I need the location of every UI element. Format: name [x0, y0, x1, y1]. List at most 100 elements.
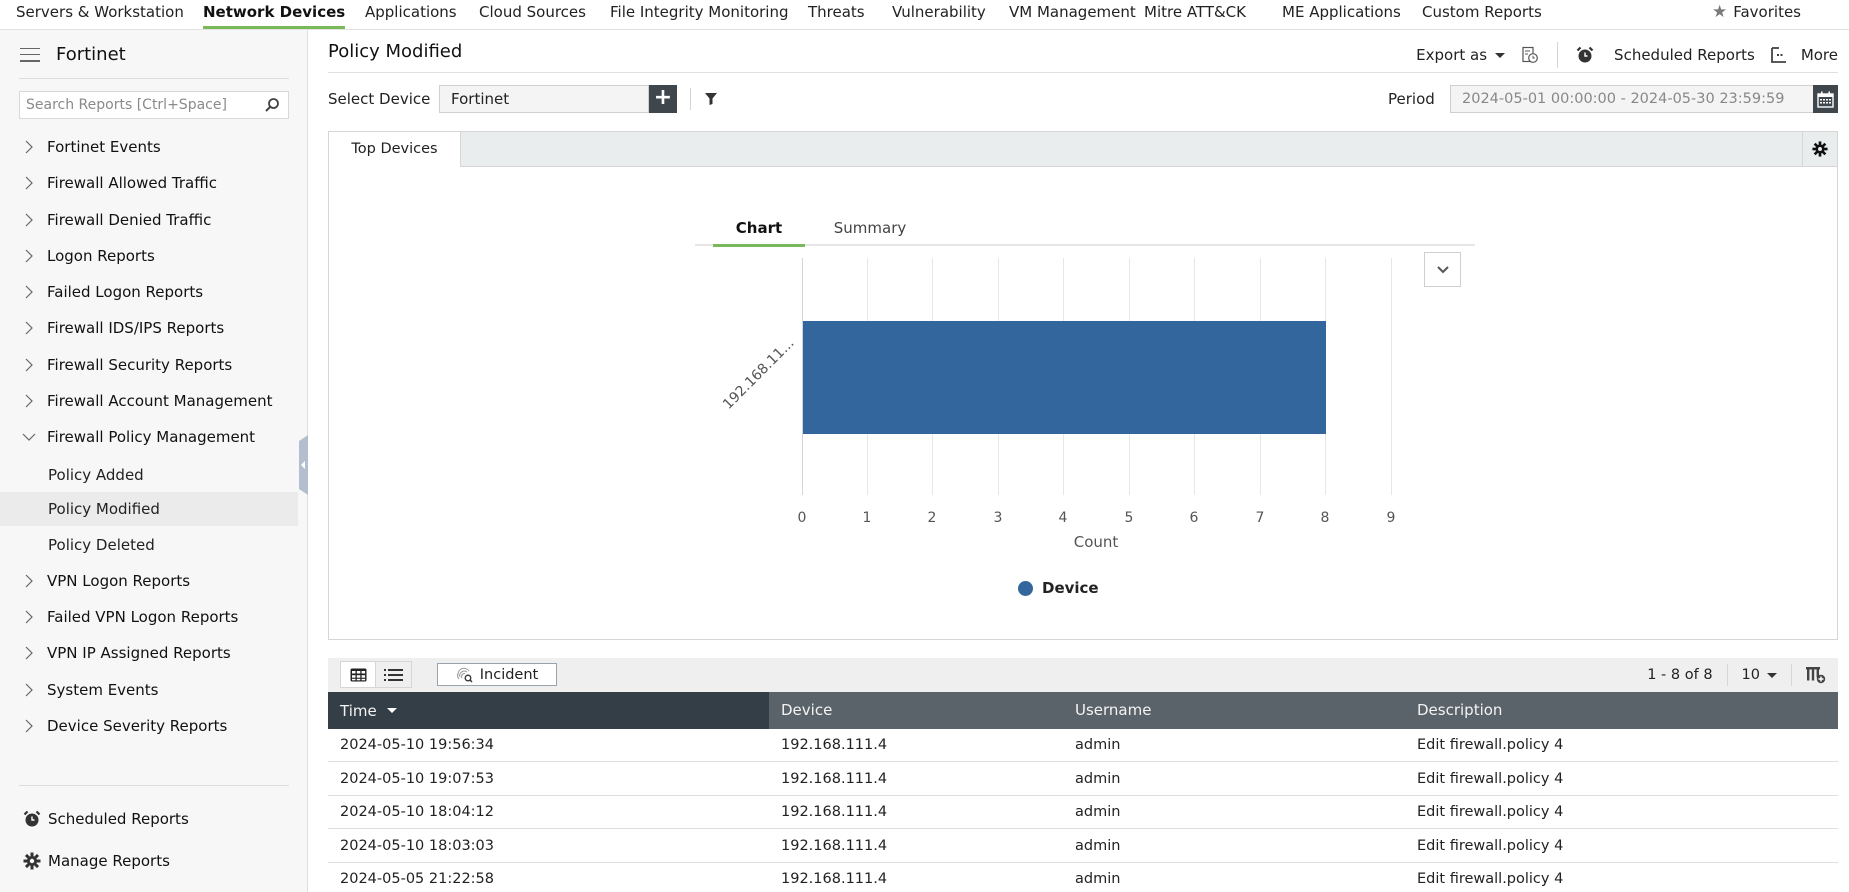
cell-device: 192.168.111.4 [781, 871, 888, 887]
add-device-button[interactable]: + [649, 85, 677, 113]
cell-username: admin [1075, 838, 1121, 854]
table-row[interactable]: 2024-05-10 19:56:34 192.168.111.4 admin … [328, 729, 1838, 762]
x-tick-label: 3 [993, 510, 1003, 526]
cell-description: Edit firewall.policy 4 [1417, 804, 1564, 820]
incident-button[interactable]: Incident [437, 663, 557, 686]
sidebar: Fortinet Fortinet Events Firewall Allowe… [0, 30, 308, 892]
manage-reports-label: Manage Reports [48, 852, 170, 870]
panel-tab-bar: Top Devices [329, 132, 1837, 167]
chevron-right-icon [25, 610, 33, 624]
tab-applications[interactable]: Applications [365, 3, 457, 21]
tab-vulnerability[interactable]: Vulnerability [892, 3, 986, 21]
cell-time: 2024-05-10 19:07:53 [340, 771, 494, 787]
pagination: 1 - 8 of 8 10 [1647, 658, 1838, 692]
chevron-right-icon [25, 394, 33, 408]
tab-servers-workstation[interactable]: Servers & Workstation [16, 3, 184, 21]
cell-time: 2024-05-10 19:56:34 [340, 737, 494, 753]
x-axis-title: Count [1073, 533, 1119, 551]
table-row[interactable]: 2024-05-10 18:03:03 192.168.111.4 admin … [328, 830, 1838, 863]
search-icon[interactable] [264, 97, 280, 113]
tab-summary[interactable]: Summary [833, 219, 907, 237]
column-header-time[interactable]: Time [328, 692, 769, 729]
select-device-field[interactable]: Fortinet [439, 85, 649, 113]
sidebar-scheduled-reports[interactable]: Scheduled Reports [0, 804, 298, 834]
period-input[interactable]: 2024-05-01 00:00:00 - 2024-05-30 23:59:5… [1450, 85, 1814, 113]
favorites-label: Favorites [1733, 3, 1801, 21]
export-as-label: Export as [1416, 46, 1488, 64]
more-menu-icon [1770, 47, 1786, 63]
column-header-description[interactable]: Description [1417, 701, 1503, 719]
sidebar-item-label: VPN IP Assigned Reports [47, 644, 231, 662]
calendar-button[interactable] [1813, 85, 1838, 113]
panel-settings-button[interactable] [1802, 132, 1837, 166]
tab-mitre-attack[interactable]: Mitre ATT&CK [1144, 3, 1246, 21]
sidebar-item-logon-reports[interactable]: Logon Reports [0, 239, 298, 273]
sidebar-item-firewall-security-reports[interactable]: Firewall Security Reports [0, 348, 298, 382]
x-tick-label: 8 [1320, 510, 1330, 526]
plus-icon: + [653, 85, 673, 110]
sidebar-item-device-severity-reports[interactable]: Device Severity Reports [0, 709, 298, 743]
chart-view-tabs: Chart Summary [695, 214, 1475, 247]
chart-options-dropdown[interactable] [1424, 252, 1461, 287]
table-row[interactable]: 2024-05-10 19:07:53 192.168.111.4 admin … [328, 763, 1838, 796]
cell-device: 192.168.111.4 [781, 804, 888, 820]
x-tick-label: 9 [1386, 510, 1396, 526]
table-row[interactable]: 2024-05-10 18:04:12 192.168.111.4 admin … [328, 796, 1838, 829]
tab-vm-management[interactable]: VM Management [1009, 3, 1136, 21]
cell-time: 2024-05-10 18:03:03 [340, 838, 494, 854]
sidebar-item-failed-vpn-logon-reports[interactable]: Failed VPN Logon Reports [0, 600, 298, 634]
add-column-icon[interactable] [1806, 666, 1826, 684]
table-row[interactable]: 2024-05-05 21:22:58 192.168.111.4 admin … [328, 863, 1838, 892]
filter-icon[interactable] [705, 93, 717, 105]
sidebar-item-vpn-logon-reports[interactable]: VPN Logon Reports [0, 564, 298, 598]
page-title: Policy Modified [328, 41, 463, 62]
page-size-dropdown[interactable]: 10 [1742, 667, 1777, 683]
chevron-right-icon [25, 574, 33, 588]
column-header-username[interactable]: Username [1075, 701, 1152, 719]
sidebar-title: Fortinet [56, 44, 126, 65]
tab-threats[interactable]: Threats [808, 3, 865, 21]
more-button[interactable]: More [1770, 46, 1838, 64]
tab-cloud-sources[interactable]: Cloud Sources [479, 3, 586, 21]
tab-custom-reports[interactable]: Custom Reports [1422, 3, 1542, 21]
sidebar-item-firewall-policy-management[interactable]: Firewall Policy Management [0, 420, 298, 454]
sidebar-item-firewall-account-management[interactable]: Firewall Account Management [0, 384, 298, 418]
calendar-icon [1817, 91, 1834, 108]
tab-file-integrity-monitoring[interactable]: File Integrity Monitoring [610, 3, 789, 21]
sidebar-manage-reports[interactable]: Manage Reports [0, 846, 298, 876]
sidebar-item-label: Policy Added [48, 466, 144, 484]
sidebar-subitem-policy-added[interactable]: Policy Added [0, 458, 298, 492]
chevron-right-icon [25, 285, 33, 299]
grid-view-button[interactable] [341, 662, 377, 687]
x-tick-label: 2 [927, 510, 937, 526]
sidebar-subitem-policy-deleted[interactable]: Policy Deleted [0, 528, 298, 562]
favorites-button[interactable]: ★ Favorites [1712, 2, 1801, 22]
sidebar-item-firewall-denied-traffic[interactable]: Firewall Denied Traffic [0, 203, 298, 237]
sidebar-item-firewall-ids-ips-reports[interactable]: Firewall IDS/IPS Reports [0, 311, 298, 345]
export-as-button[interactable]: Export as [1416, 46, 1506, 64]
sidebar-subitem-policy-modified[interactable]: Policy Modified [0, 492, 298, 526]
bar-device[interactable] [803, 321, 1327, 434]
sidebar-item-firewall-allowed-traffic[interactable]: Firewall Allowed Traffic [0, 166, 298, 200]
chart-legend-device[interactable]: Device [1018, 579, 1099, 597]
tab-network-devices[interactable]: Network Devices [203, 3, 346, 29]
sidebar-item-fortinet-events[interactable]: Fortinet Events [0, 130, 298, 164]
sidebar-item-vpn-ip-assigned-reports[interactable]: VPN IP Assigned Reports [0, 636, 298, 670]
sidebar-item-system-events[interactable]: System Events [0, 673, 298, 707]
sort-descending-icon [386, 708, 397, 713]
select-device-label: Select Device [328, 90, 431, 108]
tab-chart[interactable]: Chart [713, 214, 805, 247]
search-reports-input[interactable] [20, 92, 250, 118]
tab-top-devices[interactable]: Top Devices [329, 132, 461, 167]
schedule-report-icon[interactable] [1521, 46, 1539, 64]
list-view-button[interactable] [376, 662, 411, 687]
hamburger-menu-icon[interactable] [20, 47, 40, 62]
table-toolbar: Incident 1 - 8 of 8 10 [328, 658, 1838, 692]
sidebar-item-failed-logon-reports[interactable]: Failed Logon Reports [0, 275, 298, 309]
tab-me-applications[interactable]: ME Applications [1282, 3, 1401, 21]
header-separator [1557, 42, 1559, 68]
sidebar-collapse-handle[interactable] [299, 435, 308, 495]
scheduled-reports-button[interactable]: Scheduled Reports [1576, 46, 1755, 64]
column-header-device[interactable]: Device [781, 701, 833, 719]
chevron-right-icon [25, 249, 33, 263]
